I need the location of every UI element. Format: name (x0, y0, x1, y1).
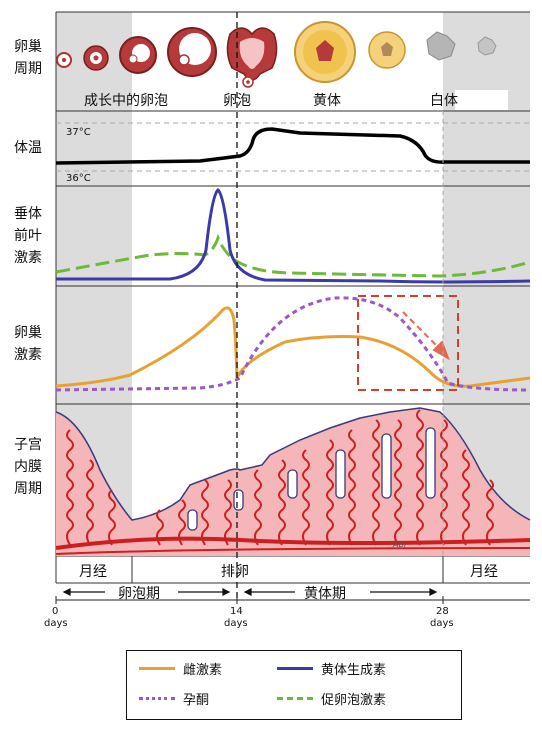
artist-signature: ABJ (393, 540, 407, 549)
ovary-follicle-4 (167, 27, 217, 77)
spiral-artery (201, 479, 209, 546)
spiral-artery (108, 489, 116, 546)
endometrial-gland (381, 433, 392, 499)
label-menses-right: 月经 (470, 564, 498, 580)
spiral-artery (462, 449, 470, 546)
spiral-artery (372, 419, 380, 546)
legend-label-estrogen: 雌激素 (183, 663, 223, 678)
corpus-luteum-small (368, 31, 406, 69)
highlight-arrow (402, 311, 450, 361)
basal-layer (55, 536, 531, 550)
legend-label-fsh: 促卵泡激素 (321, 693, 387, 708)
axis-unit-0: days (44, 618, 68, 629)
spiral-artery (66, 429, 74, 546)
spiral-artery (326, 439, 334, 546)
temp-label-low: 36°C (66, 173, 91, 184)
label-luteal-phase: 黄体期 (304, 586, 346, 602)
endometrial-gland (335, 449, 346, 499)
row-label-temperature: 体温 (14, 140, 42, 156)
endometrial-gland (425, 427, 436, 499)
legend-swatch-progesterone (139, 697, 175, 700)
spiral-artery (394, 419, 402, 546)
endometrium-outline (55, 407, 531, 521)
ovary-follicle-2 (83, 45, 109, 71)
progesterone-curve (55, 296, 531, 392)
fsh-curve (55, 233, 531, 278)
basal-temperature-curve (55, 127, 530, 165)
label-corpus-albicans: 白体 (430, 93, 458, 109)
corpus-albicans-1 (426, 31, 456, 61)
spiral-artery (348, 429, 356, 546)
corpus-luteum-large (294, 21, 356, 83)
luteal-arrow (243, 588, 438, 596)
spiral-artery (416, 409, 424, 546)
axis-unit-28: days (430, 618, 454, 629)
label-corpus-luteum: 黄体 (313, 93, 341, 109)
legend-swatch-estrogen (139, 667, 175, 670)
spiral-artery (302, 449, 310, 546)
spiral-arteries (66, 409, 494, 546)
basal-layer-2 (55, 547, 531, 555)
spiral-artery (224, 479, 232, 546)
axis-tick-14: 14 (230, 606, 243, 617)
spiral-artery (156, 509, 164, 546)
legend-swatch-lh (277, 667, 313, 670)
legend-label-lh: 黄体生成素 (321, 663, 387, 678)
axis-tick-0: 0 (52, 606, 59, 617)
label-ovulation: 排卵 (221, 564, 249, 580)
spiral-artery (86, 459, 94, 546)
legend-lh: 黄体生成素 (277, 659, 386, 678)
corpus-albicans-2 (477, 36, 497, 56)
legend-estrogen: 雌激素 (139, 659, 222, 678)
spiral-artery (178, 499, 186, 546)
ruptured-follicle (226, 27, 278, 88)
ovary-follicle-1 (56, 52, 72, 68)
spiral-artery (440, 419, 448, 546)
axis-unit-14: days (224, 618, 248, 629)
label-growing-follicles: 成长中的卵泡 (84, 93, 168, 109)
row-label-ovarian-cycle: 卵巢 周期 (14, 39, 42, 77)
row-label-ovarian-hormones: 卵巢 激素 (14, 325, 42, 363)
legend-swatch-fsh (277, 697, 313, 700)
label-menses-left: 月经 (79, 564, 107, 580)
label-follicle: 卵泡 (223, 93, 251, 109)
legend: 雌激素 黄体生成素 孕酮 促卵泡激素 (126, 650, 462, 720)
temp-label-high: 37°C (66, 127, 91, 138)
spiral-artery (254, 469, 262, 546)
spiral-artery (486, 479, 494, 546)
endometrial-gland (233, 489, 244, 511)
follicular-arrow (62, 588, 231, 596)
axis-tick-28: 28 (436, 606, 449, 617)
endometrial-gland (187, 509, 198, 531)
spiral-artery (278, 459, 286, 546)
endometrial-gland (287, 469, 298, 499)
label-follicular-phase: 卵泡期 (118, 586, 160, 602)
lh-curve (56, 188, 531, 284)
row-label-pituitary: 垂体 前叶 激素 (14, 206, 42, 266)
highlight-box (357, 295, 459, 391)
ovary-follicle-3 (119, 36, 157, 74)
endometrial-glands (187, 427, 436, 531)
row-label-endometrial: 子宫 内膜 周期 (14, 437, 42, 497)
label-mask (455, 90, 508, 110)
legend-progesterone: 孕酮 (139, 689, 209, 708)
legend-label-progesterone: 孕酮 (183, 693, 210, 708)
legend-fsh: 促卵泡激素 (277, 689, 386, 708)
